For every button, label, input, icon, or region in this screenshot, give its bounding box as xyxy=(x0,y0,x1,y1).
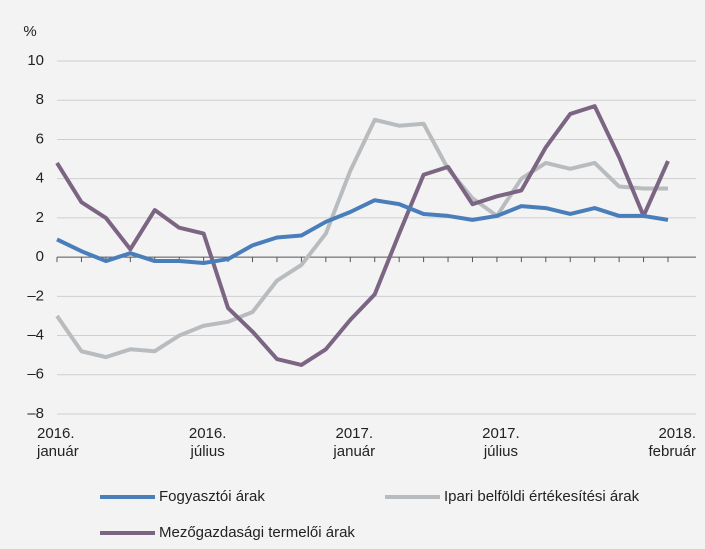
y-tick-label: –4 xyxy=(27,327,44,344)
y-axis-label: % xyxy=(23,23,36,40)
y-tick-label: –6 xyxy=(27,366,44,383)
y-tick-label: 0 xyxy=(36,248,44,265)
y-tick-label: 6 xyxy=(36,130,44,147)
x-tick-label: 2017. xyxy=(482,425,520,442)
series-line xyxy=(56,198,669,265)
y-tick-label: 8 xyxy=(36,91,44,108)
y-tick-label: –8 xyxy=(27,405,44,422)
x-tick-label: január xyxy=(332,443,375,460)
y-tick-label: 10 xyxy=(27,52,44,69)
x-tick-label: 2018. xyxy=(658,425,696,442)
y-tick-label: 4 xyxy=(36,170,44,187)
series-line xyxy=(55,104,670,367)
legend-label: Fogyasztói árak xyxy=(159,488,265,505)
legend-label: Ipari belföldi értékesítési árak xyxy=(444,488,640,505)
x-tick-label: 2016. xyxy=(37,425,75,442)
y-tick-label: 2 xyxy=(36,209,44,226)
x-tick-label: július xyxy=(483,443,518,460)
x-tick-label: január xyxy=(36,443,79,460)
y-tick-label: –2 xyxy=(27,287,44,304)
series-line xyxy=(55,117,668,360)
x-tick-label: február xyxy=(648,443,696,460)
x-tick-label: 2017. xyxy=(336,425,374,442)
x-tick-label: 2016. xyxy=(189,425,227,442)
x-tick-label: július xyxy=(190,443,225,460)
legend-label: Mezőgazdasági termelői árak xyxy=(159,524,355,541)
